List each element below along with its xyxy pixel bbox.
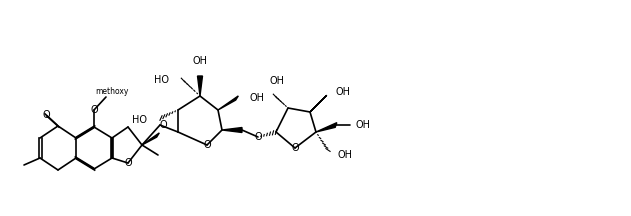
Polygon shape bbox=[218, 96, 239, 110]
Polygon shape bbox=[142, 133, 159, 145]
Text: OH: OH bbox=[269, 76, 285, 86]
Text: O: O bbox=[291, 143, 299, 153]
Text: O: O bbox=[203, 140, 211, 150]
Text: HO: HO bbox=[132, 115, 147, 125]
Polygon shape bbox=[310, 95, 327, 112]
Text: OH: OH bbox=[338, 150, 353, 160]
Text: OH: OH bbox=[249, 93, 264, 103]
Text: HO: HO bbox=[154, 75, 169, 85]
Text: OH: OH bbox=[192, 56, 208, 66]
Text: OH: OH bbox=[356, 120, 371, 130]
Text: OH: OH bbox=[335, 87, 350, 97]
Text: O: O bbox=[90, 105, 98, 115]
Polygon shape bbox=[222, 127, 242, 132]
Text: O: O bbox=[124, 158, 132, 168]
Text: O: O bbox=[42, 110, 50, 120]
Polygon shape bbox=[198, 76, 203, 96]
Text: O: O bbox=[160, 120, 168, 130]
Polygon shape bbox=[316, 123, 337, 132]
Text: methoxy: methoxy bbox=[95, 87, 129, 97]
Text: O: O bbox=[254, 132, 262, 142]
